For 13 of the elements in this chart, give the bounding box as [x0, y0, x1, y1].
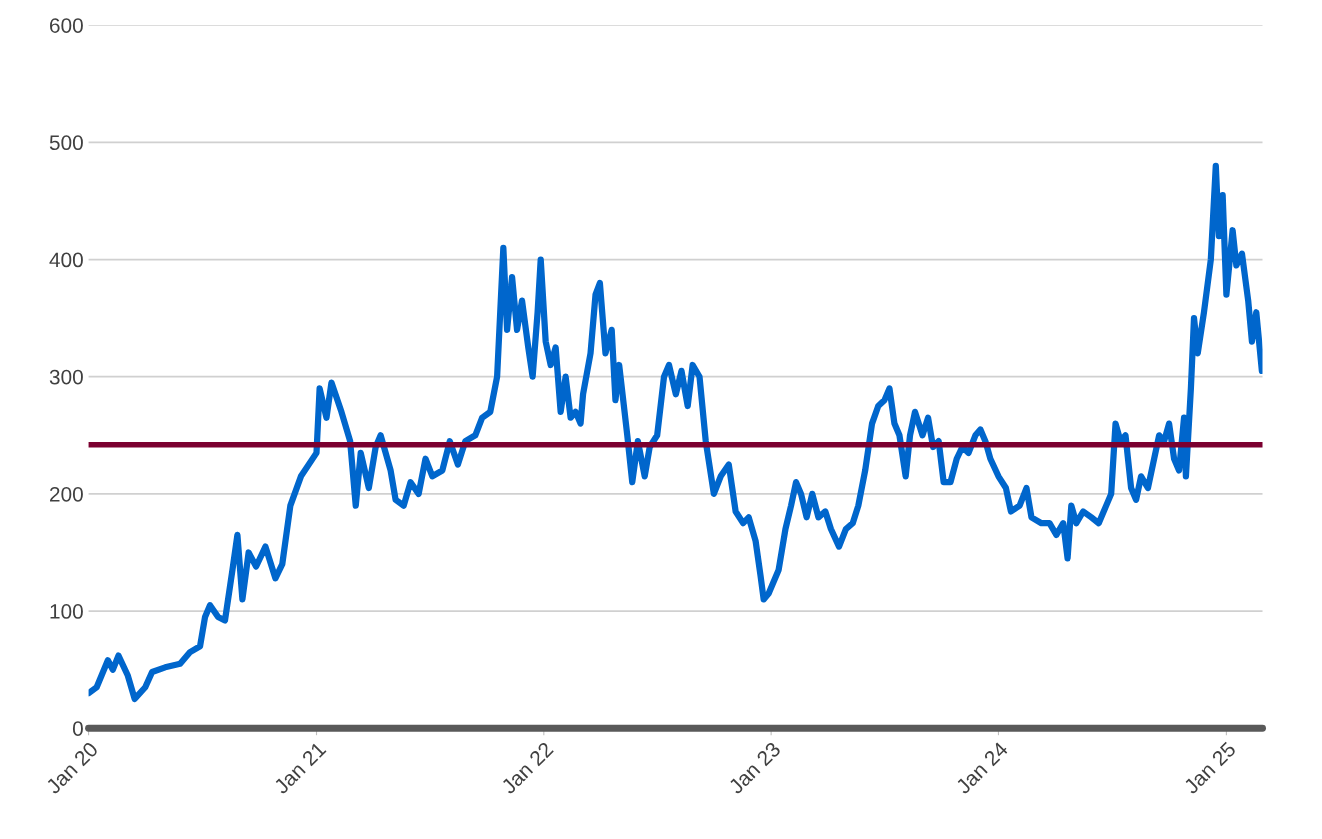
x-tick-label: Jan 23 [727, 741, 782, 795]
y-tick-label: 500 [49, 135, 83, 151]
x-tick-label: Jan 22 [500, 741, 554, 795]
y-tick-label: 100 [50, 604, 83, 619]
y-tick-label: 400 [49, 252, 83, 268]
x-tick-label: Jan 24 [954, 740, 1009, 795]
x-tick-label: Jan 20 [44, 741, 99, 795]
x-tick-label: Jan 25 [1182, 741, 1237, 795]
y-tick-label: 200 [50, 486, 83, 502]
y-tick-label: 0 [72, 721, 83, 737]
x-tick-label: Jan 21 [272, 741, 327, 795]
y-tick-label: 600 [50, 18, 83, 33]
y-tick-label: 300 [49, 369, 83, 385]
